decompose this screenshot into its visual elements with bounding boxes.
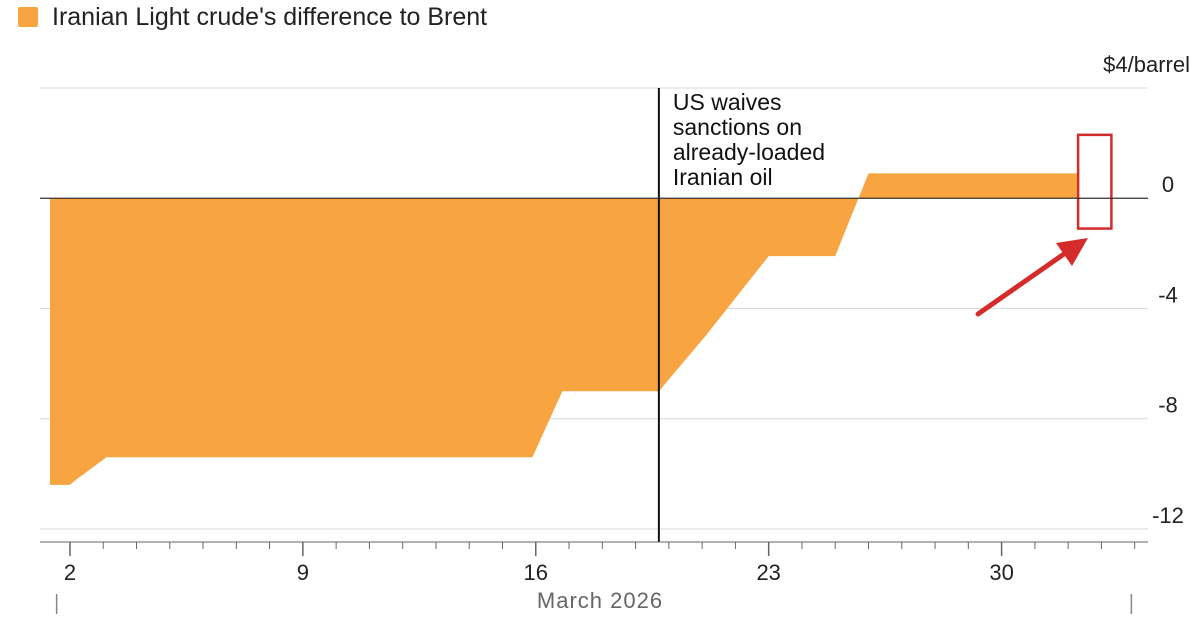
annotation-text-line: already-loaded (673, 139, 825, 165)
y-axis-unit-label: $4/barrel (1103, 52, 1190, 77)
x-tick-label: 30 (989, 560, 1013, 585)
legend-swatch (18, 7, 38, 27)
y-tick-label: -4 (1158, 282, 1178, 307)
annotation-text-line: US waives (673, 89, 782, 115)
x-axis-month-label: March 2026 (537, 588, 663, 613)
x-tick-label: 16 (524, 560, 548, 585)
legend: Iranian Light crude's difference to Bren… (18, 2, 487, 32)
x-tick-label: 23 (756, 560, 780, 585)
area-series-fill (50, 173, 1079, 485)
arrow-shaft (975, 251, 1067, 317)
y-tick-label: -12 (1152, 503, 1184, 528)
y-tick-label: -8 (1158, 393, 1178, 418)
highlight-box (1076, 133, 1113, 230)
annotation-text: US waives sanctions on already-loaded Irani… (673, 89, 825, 190)
annotation-text-line: sanctions on (673, 114, 802, 140)
legend-label: Iranian Light crude's difference to Bren… (52, 2, 488, 31)
area-series (50, 173, 1079, 485)
annotation-text-line: Iranian oil (673, 164, 773, 190)
annotation-layer: US waives sanctions on already-loaded Irani… (657, 88, 1113, 542)
arrow-head (1056, 238, 1088, 266)
y-tick-label: 0 (1162, 172, 1174, 197)
x-tick-label: 2 (64, 560, 76, 585)
x-tick-label: 9 (297, 560, 309, 585)
axes: 0 -4 -8 -12 $4/barrel 2 9 16 23 30 March 2026 (40, 52, 1190, 614)
